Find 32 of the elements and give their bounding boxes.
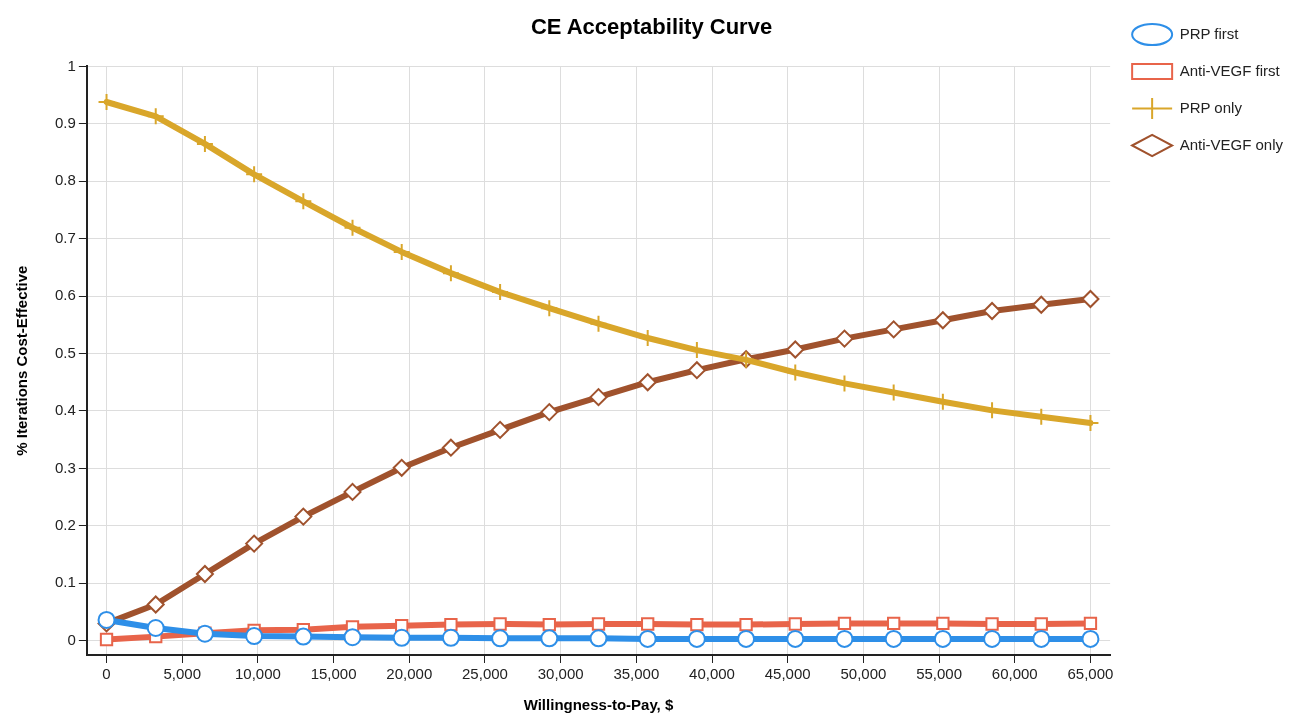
x-tick-label: 25,000 [462, 665, 508, 683]
x-tick-label: 55,000 [916, 665, 963, 683]
y-tick-label: 0.9 [54, 113, 76, 131]
x-tick-label: 35,000 [613, 665, 660, 683]
y-tick-label: 0.4 [54, 401, 76, 419]
x-tick-label: 65,000 [1067, 665, 1114, 683]
legend-label: Anti-VEGF first [1179, 61, 1281, 79]
y-tick-label: 0.5 [54, 343, 76, 361]
x-tick-label: 5,000 [163, 665, 201, 683]
x-tick-label: 30,000 [537, 665, 584, 683]
legend-label: Anti-VEGF only [1179, 135, 1284, 153]
y-tick-label: 0.1 [54, 573, 76, 591]
y-tick-label: 1 [67, 56, 76, 74]
legend-label: PRP only [1179, 98, 1243, 116]
y-tick-label: 0.2 [54, 515, 76, 533]
y-tick-label: 0.6 [54, 286, 76, 304]
y-tick-label: 0.7 [54, 228, 76, 246]
x-tick-label: 15,000 [310, 665, 357, 683]
y-tick-label: 0.8 [54, 171, 76, 189]
x-tick-label: 0 [102, 665, 111, 683]
y-axis-title: % Iterations Cost-Effective [13, 265, 31, 456]
x-tick-label: 20,000 [386, 665, 433, 683]
x-tick-label: 40,000 [689, 665, 735, 683]
chart-title: CE Acceptability Curve [530, 14, 773, 40]
y-tick-label: 0.3 [54, 458, 76, 476]
legend-label: PRP first [1179, 24, 1240, 42]
x-tick-label: 60,000 [991, 665, 1038, 683]
x-tick-label: 50,000 [840, 665, 887, 683]
x-axis-title: Willingness-to-Pay, $ [523, 696, 674, 714]
x-tick-label: 10,000 [234, 665, 281, 683]
x-tick-label: 45,000 [764, 665, 811, 683]
y-tick-label: 0 [67, 630, 76, 648]
